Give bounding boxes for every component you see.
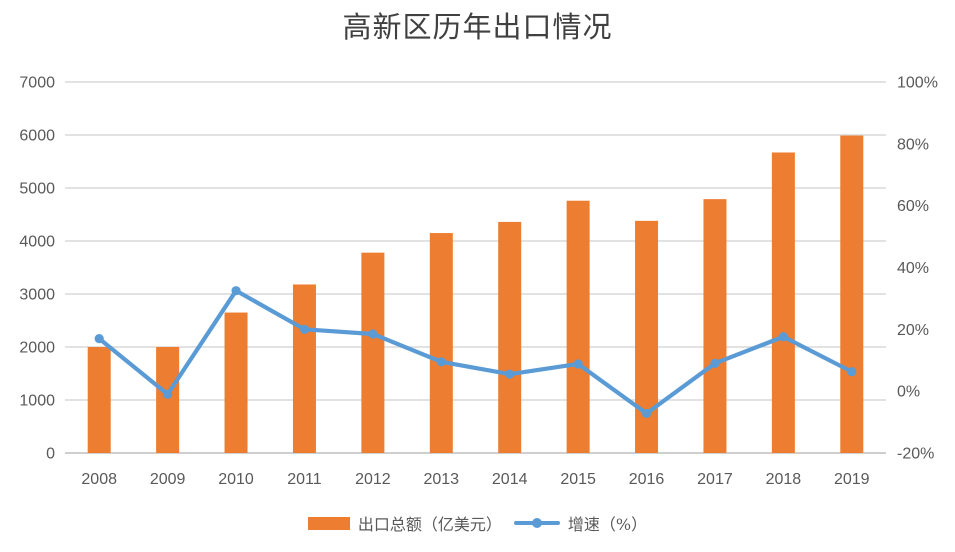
bar-2017 (703, 199, 727, 453)
x-axis-tick-label: 2018 (766, 471, 802, 488)
x-axis-tick-label: 2011 (287, 471, 322, 488)
line-marker-2015 (573, 359, 583, 369)
line-marker-2011 (299, 324, 310, 334)
y-axis-right-tick-label: 60% (897, 198, 929, 215)
y-axis-right-tick-label: 20% (897, 322, 929, 339)
line-marker-2010 (231, 286, 241, 296)
y-axis-right-tick-label: -20% (897, 446, 934, 463)
x-axis-tick-label: 2014 (492, 471, 528, 488)
x-axis-tick-label: 2013 (423, 471, 459, 488)
line-marker-2018 (778, 332, 788, 342)
line-marker-2017 (710, 358, 720, 368)
line-marker-2012 (368, 329, 378, 339)
y-axis-right-tick-label: 40% (897, 260, 929, 277)
bar-2012 (361, 252, 385, 453)
y-axis-left-tick-label: 6000 (19, 128, 55, 145)
line-marker-2014 (505, 369, 515, 379)
x-axis-tick-label: 2008 (81, 471, 117, 488)
x-axis-tick-label: 2019 (834, 471, 870, 488)
y-axis-left-tick-label: 5000 (19, 181, 55, 198)
bar-2013 (429, 233, 453, 453)
y-axis-left-tick-label: 3000 (19, 287, 55, 304)
bar-2014 (498, 221, 522, 453)
bar-2015 (566, 200, 590, 453)
legend-item-growth: 增速（%） (513, 511, 648, 535)
y-axis-right-tick-label: 0% (897, 384, 920, 401)
bar-2018 (771, 152, 795, 454)
y-axis-left-tick-label: 0 (46, 446, 55, 463)
y-axis-left-tick-label: 4000 (19, 234, 55, 251)
x-axis-tick-label: 2009 (150, 471, 186, 488)
x-axis-tick-label: 2015 (560, 471, 596, 488)
x-axis-tick-label: 2012 (355, 471, 391, 488)
line-marker-2016 (641, 408, 652, 419)
bar-2019 (840, 135, 864, 453)
y-axis-left-tick-label: 7000 (19, 75, 55, 92)
y-axis-left-tick-label: 2000 (19, 340, 55, 357)
chart-legend: 出口总额（亿美元） 增速（%） (0, 509, 955, 537)
x-axis-tick-label: 2017 (697, 471, 733, 488)
legend-item-exports: 出口总额（亿美元） (307, 511, 502, 535)
y-axis-right-tick-label: 80% (897, 136, 929, 153)
line-marker-2013 (436, 357, 446, 367)
bar-series-swatch (307, 516, 350, 530)
y-axis-left-tick-label: 1000 (19, 393, 55, 410)
chart-title: 高新区历年出口情况 (342, 10, 613, 44)
growth-line (97, 288, 854, 416)
bar-2008 (87, 347, 111, 453)
bar-2010 (224, 312, 248, 453)
line-series-swatch (513, 518, 560, 528)
line-marker-2009 (163, 389, 173, 399)
bar-2016 (635, 220, 659, 453)
x-axis-tick-label: 2016 (629, 471, 665, 488)
bar-2011 (292, 284, 316, 453)
line-series-marker-icon (531, 518, 542, 528)
line-marker-2008 (94, 334, 104, 344)
legend-label-exports: 出口总额（亿美元） (357, 515, 502, 534)
x-axis-tick-label: 2010 (218, 471, 254, 488)
bar-2009 (156, 347, 180, 453)
legend-label-growth: 增速（%） (567, 515, 648, 534)
line-marker-2019 (847, 367, 857, 377)
y-axis-right-tick-label: 100% (897, 75, 938, 92)
